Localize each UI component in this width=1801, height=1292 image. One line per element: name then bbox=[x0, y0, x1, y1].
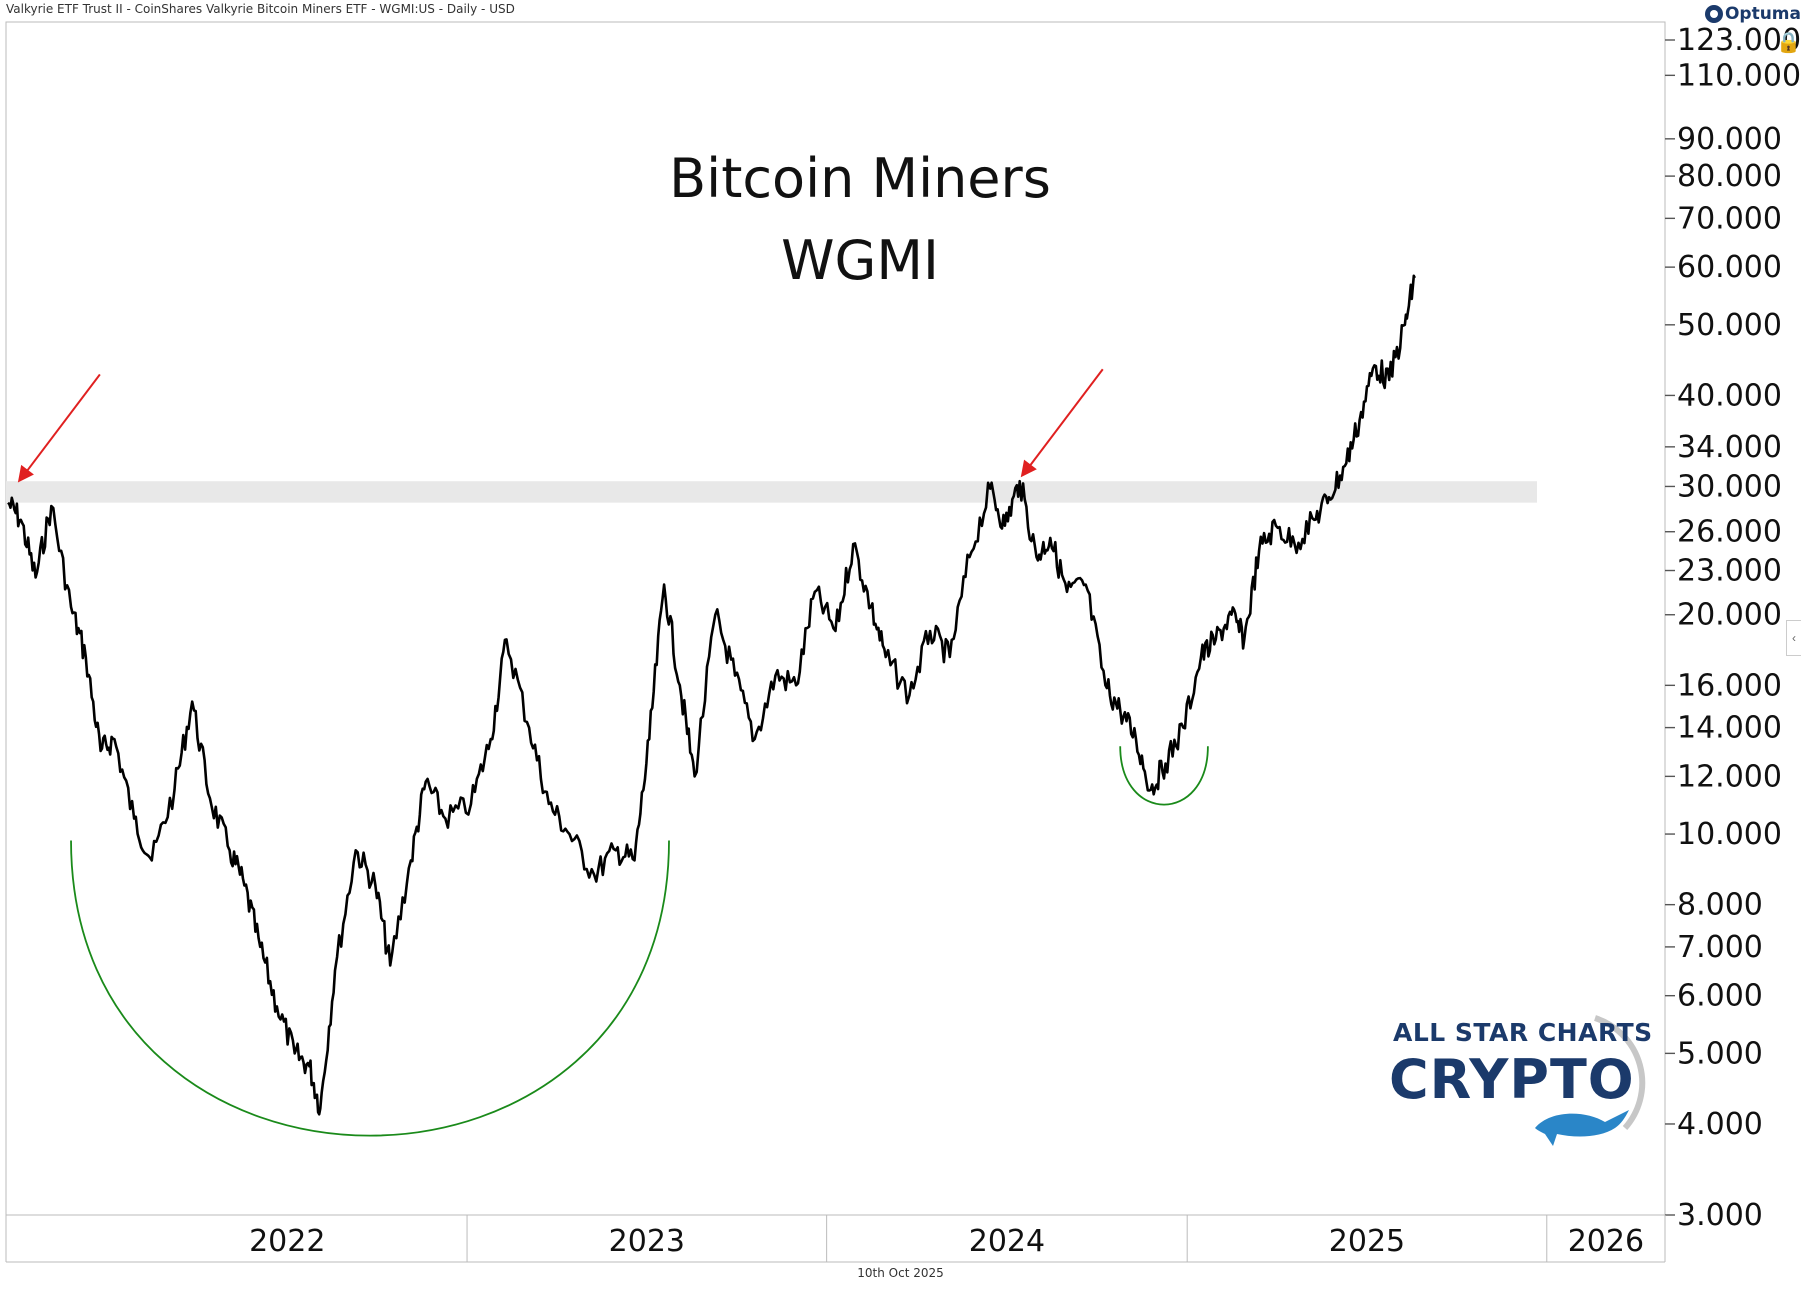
y-tick-label-22: 3.000 bbox=[1677, 1198, 1763, 1233]
x-tick-label-2: 2024 bbox=[969, 1224, 1045, 1259]
optuma-logo: Optuma bbox=[1704, 4, 1801, 24]
red-arrow-2 bbox=[1027, 368, 1104, 468]
green-arc-1 bbox=[70, 840, 670, 1137]
chevron-left-icon[interactable]: ‹ bbox=[1786, 620, 1801, 656]
y-tick-label-21: 4.000 bbox=[1677, 1107, 1763, 1142]
green-arc-2 bbox=[1119, 746, 1209, 806]
y-tick-label-14: 14.000 bbox=[1677, 711, 1782, 746]
x-tick-label-4: 2026 bbox=[1568, 1224, 1644, 1259]
y-tick-label-8: 34.000 bbox=[1677, 430, 1782, 465]
y-tick-label-19: 6.000 bbox=[1677, 979, 1763, 1014]
brand-ring-arc bbox=[1594, 1015, 1646, 1130]
y-tick-label-10: 26.000 bbox=[1677, 515, 1782, 550]
chart-title-block: Bitcoin Miners WGMI bbox=[560, 138, 1160, 302]
y-tick-label-15: 12.000 bbox=[1677, 759, 1782, 794]
y-tick-label-6: 50.000 bbox=[1677, 308, 1782, 343]
y-tick-label-4: 70.000 bbox=[1677, 201, 1782, 236]
price-series-line bbox=[7, 274, 1416, 1116]
chart-subtitle: WGMI bbox=[781, 229, 939, 292]
x-tick-label-0: 2022 bbox=[249, 1224, 325, 1259]
lock-icon[interactable]: 🔒 bbox=[1776, 32, 1801, 54]
y-tick-label-16: 10.000 bbox=[1677, 817, 1782, 852]
red-arrow-head-1 bbox=[17, 464, 34, 483]
x-tick-label-1: 2023 bbox=[609, 1224, 685, 1259]
footer-date: 10th Oct 2025 bbox=[857, 1266, 944, 1280]
y-tick-label-3: 80.000 bbox=[1677, 159, 1782, 194]
brand-ring bbox=[1535, 1015, 1646, 1146]
y-tick-label-17: 8.000 bbox=[1677, 888, 1763, 923]
x-tick-label-3: 2025 bbox=[1329, 1224, 1405, 1259]
brand-line2: CRYPTO bbox=[1389, 1048, 1635, 1111]
y-tick-label-13: 16.000 bbox=[1677, 668, 1782, 703]
y-tick-label-5: 60.000 bbox=[1677, 250, 1782, 285]
y-tick-label-18: 7.000 bbox=[1677, 930, 1763, 965]
instrument-header: Valkyrie ETF Trust II - CoinShares Valky… bbox=[6, 2, 515, 16]
y-tick-label-0: 123.000 bbox=[1677, 23, 1801, 58]
brand-logo: ALL STAR CHARTS CRYPTO bbox=[1385, 1010, 1685, 1160]
y-tick-label-7: 40.000 bbox=[1677, 378, 1782, 413]
brand-line1: ALL STAR CHARTS bbox=[1393, 1018, 1653, 1047]
whale-icon bbox=[1535, 1110, 1629, 1146]
y-tick-label-1: 110.000 bbox=[1677, 58, 1801, 93]
red-arrow-1 bbox=[25, 373, 101, 474]
y-tick-label-20: 5.000 bbox=[1677, 1036, 1763, 1071]
red-arrow-head-2 bbox=[1020, 459, 1037, 478]
y-tick-label-9: 30.000 bbox=[1677, 469, 1782, 504]
chart-title: Bitcoin Miners bbox=[669, 147, 1051, 210]
optuma-logo-text: Optuma bbox=[1724, 4, 1801, 24]
y-tick-label-12: 20.000 bbox=[1677, 598, 1782, 633]
optuma-logo-icon bbox=[1704, 5, 1723, 23]
y-tick-label-2: 90.000 bbox=[1677, 122, 1782, 157]
resistance-band bbox=[6, 481, 1537, 503]
y-tick-label-11: 23.000 bbox=[1677, 554, 1782, 589]
